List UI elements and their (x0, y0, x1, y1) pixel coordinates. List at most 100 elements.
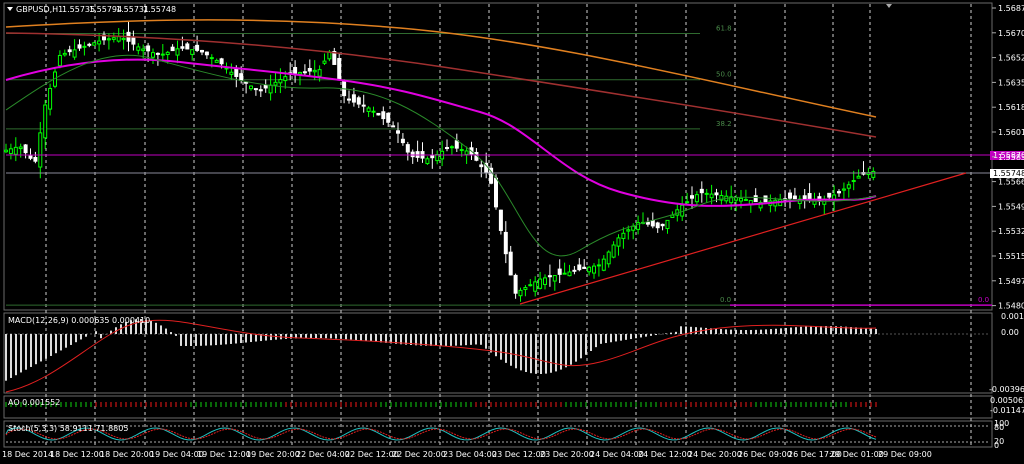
ohlc-close: 1.55748 (143, 5, 176, 14)
trendline (519, 172, 967, 305)
candle-body (592, 265, 596, 274)
time-label: 19 Dec 20:00 (246, 450, 300, 459)
candle-body (601, 258, 606, 271)
candle-body (650, 220, 655, 227)
candle-body (871, 170, 876, 178)
stoch-tick: 80 (994, 423, 1004, 432)
shift-marker-icon[interactable] (886, 4, 892, 8)
candle-body (660, 223, 665, 227)
time-label: 19 Dec 04:00 (150, 450, 204, 459)
ao-tick: -0.01147 (990, 406, 1024, 415)
candle-body (714, 192, 719, 196)
candle-body (665, 219, 670, 230)
candle-body (743, 198, 748, 201)
candle-body (645, 221, 650, 225)
candle-body (445, 147, 449, 150)
candle-body (386, 112, 391, 123)
candle-body (621, 232, 626, 239)
candle-body (763, 195, 768, 203)
candle-body (82, 45, 87, 48)
candle-body (361, 104, 366, 107)
ao-label: AO 0.001552 (8, 398, 60, 407)
macd-tick: 0.00 (1001, 328, 1019, 337)
level-tag: 1.55870 (993, 151, 1024, 160)
candle-body (347, 98, 351, 101)
candle-body (57, 54, 62, 67)
candle-body (557, 268, 562, 275)
candle-body (371, 110, 376, 113)
candle-body (312, 69, 317, 73)
time-label: 18 Dec 2014 (2, 450, 53, 459)
time-label: 22 Dec 20:00 (392, 450, 446, 459)
candle-body (616, 237, 621, 247)
candle-body (802, 195, 807, 201)
price-axis: 1.56870 1.56700 1.56525 1.56355 1.56180 1.560… (992, 4, 1024, 311)
candle-body (596, 264, 601, 267)
candle-body (268, 84, 273, 94)
candle-body (391, 125, 396, 128)
time-label: 26 Dec 09:00 (738, 450, 792, 459)
candle-body (23, 144, 28, 154)
candle-body (273, 81, 278, 86)
price-tick-label: 1.54975 (998, 277, 1024, 286)
ohlc-open: 1.55735 (62, 5, 95, 14)
candle-body (626, 229, 631, 232)
candle-body (582, 266, 587, 269)
fib-end-label: 0.0 (978, 296, 989, 304)
candle-body (454, 140, 459, 149)
candle-body (587, 266, 592, 273)
candle-body (106, 38, 111, 41)
candle-body (405, 144, 410, 153)
candle-body (690, 195, 694, 199)
candle-body (425, 158, 430, 164)
price-tick-label: 1.56870 (998, 4, 1024, 13)
candle-body (111, 37, 116, 40)
candle-body (175, 48, 180, 56)
candle-body (72, 49, 77, 58)
macd-indicator: 0.00127 0.00 -0.003969 (5, 312, 1024, 394)
collapse-arrow-icon[interactable] (7, 7, 13, 11)
candle-body (337, 57, 342, 81)
candle-body (381, 111, 386, 120)
candle-body (685, 201, 690, 204)
candle-body (430, 155, 435, 159)
macd-pane-border (3, 312, 993, 394)
candle-body (841, 188, 846, 191)
candle-body (753, 195, 758, 203)
time-label: 23 Dec 20:00 (540, 450, 594, 459)
candle-body (180, 46, 185, 49)
price-tick-label: 1.55320 (998, 227, 1024, 236)
stoch-tick: 20 (994, 437, 1004, 446)
candle-body (136, 46, 141, 51)
candle-body (200, 49, 204, 53)
candle-body (263, 85, 268, 89)
candle-body (562, 272, 567, 275)
stoch-pane-border (3, 420, 993, 448)
ohlc-low: 1.55731 (116, 5, 149, 14)
macd-tick: 0.00127 (1001, 312, 1024, 321)
candle-body (244, 81, 249, 84)
candle-body (508, 251, 513, 276)
candle-body (209, 57, 214, 60)
candle-body (528, 284, 533, 287)
time-label: 22 Dec 12:00 (345, 450, 399, 459)
candle-body (253, 88, 258, 91)
candle-body (494, 177, 498, 208)
candle-body (523, 287, 528, 290)
candle-body (552, 275, 557, 282)
ohlc-high: 1.55794 (89, 5, 122, 14)
macd-label: MACD(12,26,9) 0.000635 0.000410 (8, 316, 150, 325)
time-label: 29 Dec 09:00 (878, 450, 932, 459)
stoch-signal-line (5, 428, 877, 440)
fib-label: 61.8 (716, 24, 732, 32)
candle-body (28, 155, 33, 159)
candle-body (543, 277, 547, 285)
candle-body (489, 167, 494, 184)
candle-body (332, 51, 337, 65)
candle-body (77, 44, 82, 49)
price-tick-label: 1.55490 (998, 202, 1024, 211)
candle-body (97, 40, 102, 45)
candle-body (38, 132, 43, 168)
fib-label: 38.2 (716, 120, 732, 128)
